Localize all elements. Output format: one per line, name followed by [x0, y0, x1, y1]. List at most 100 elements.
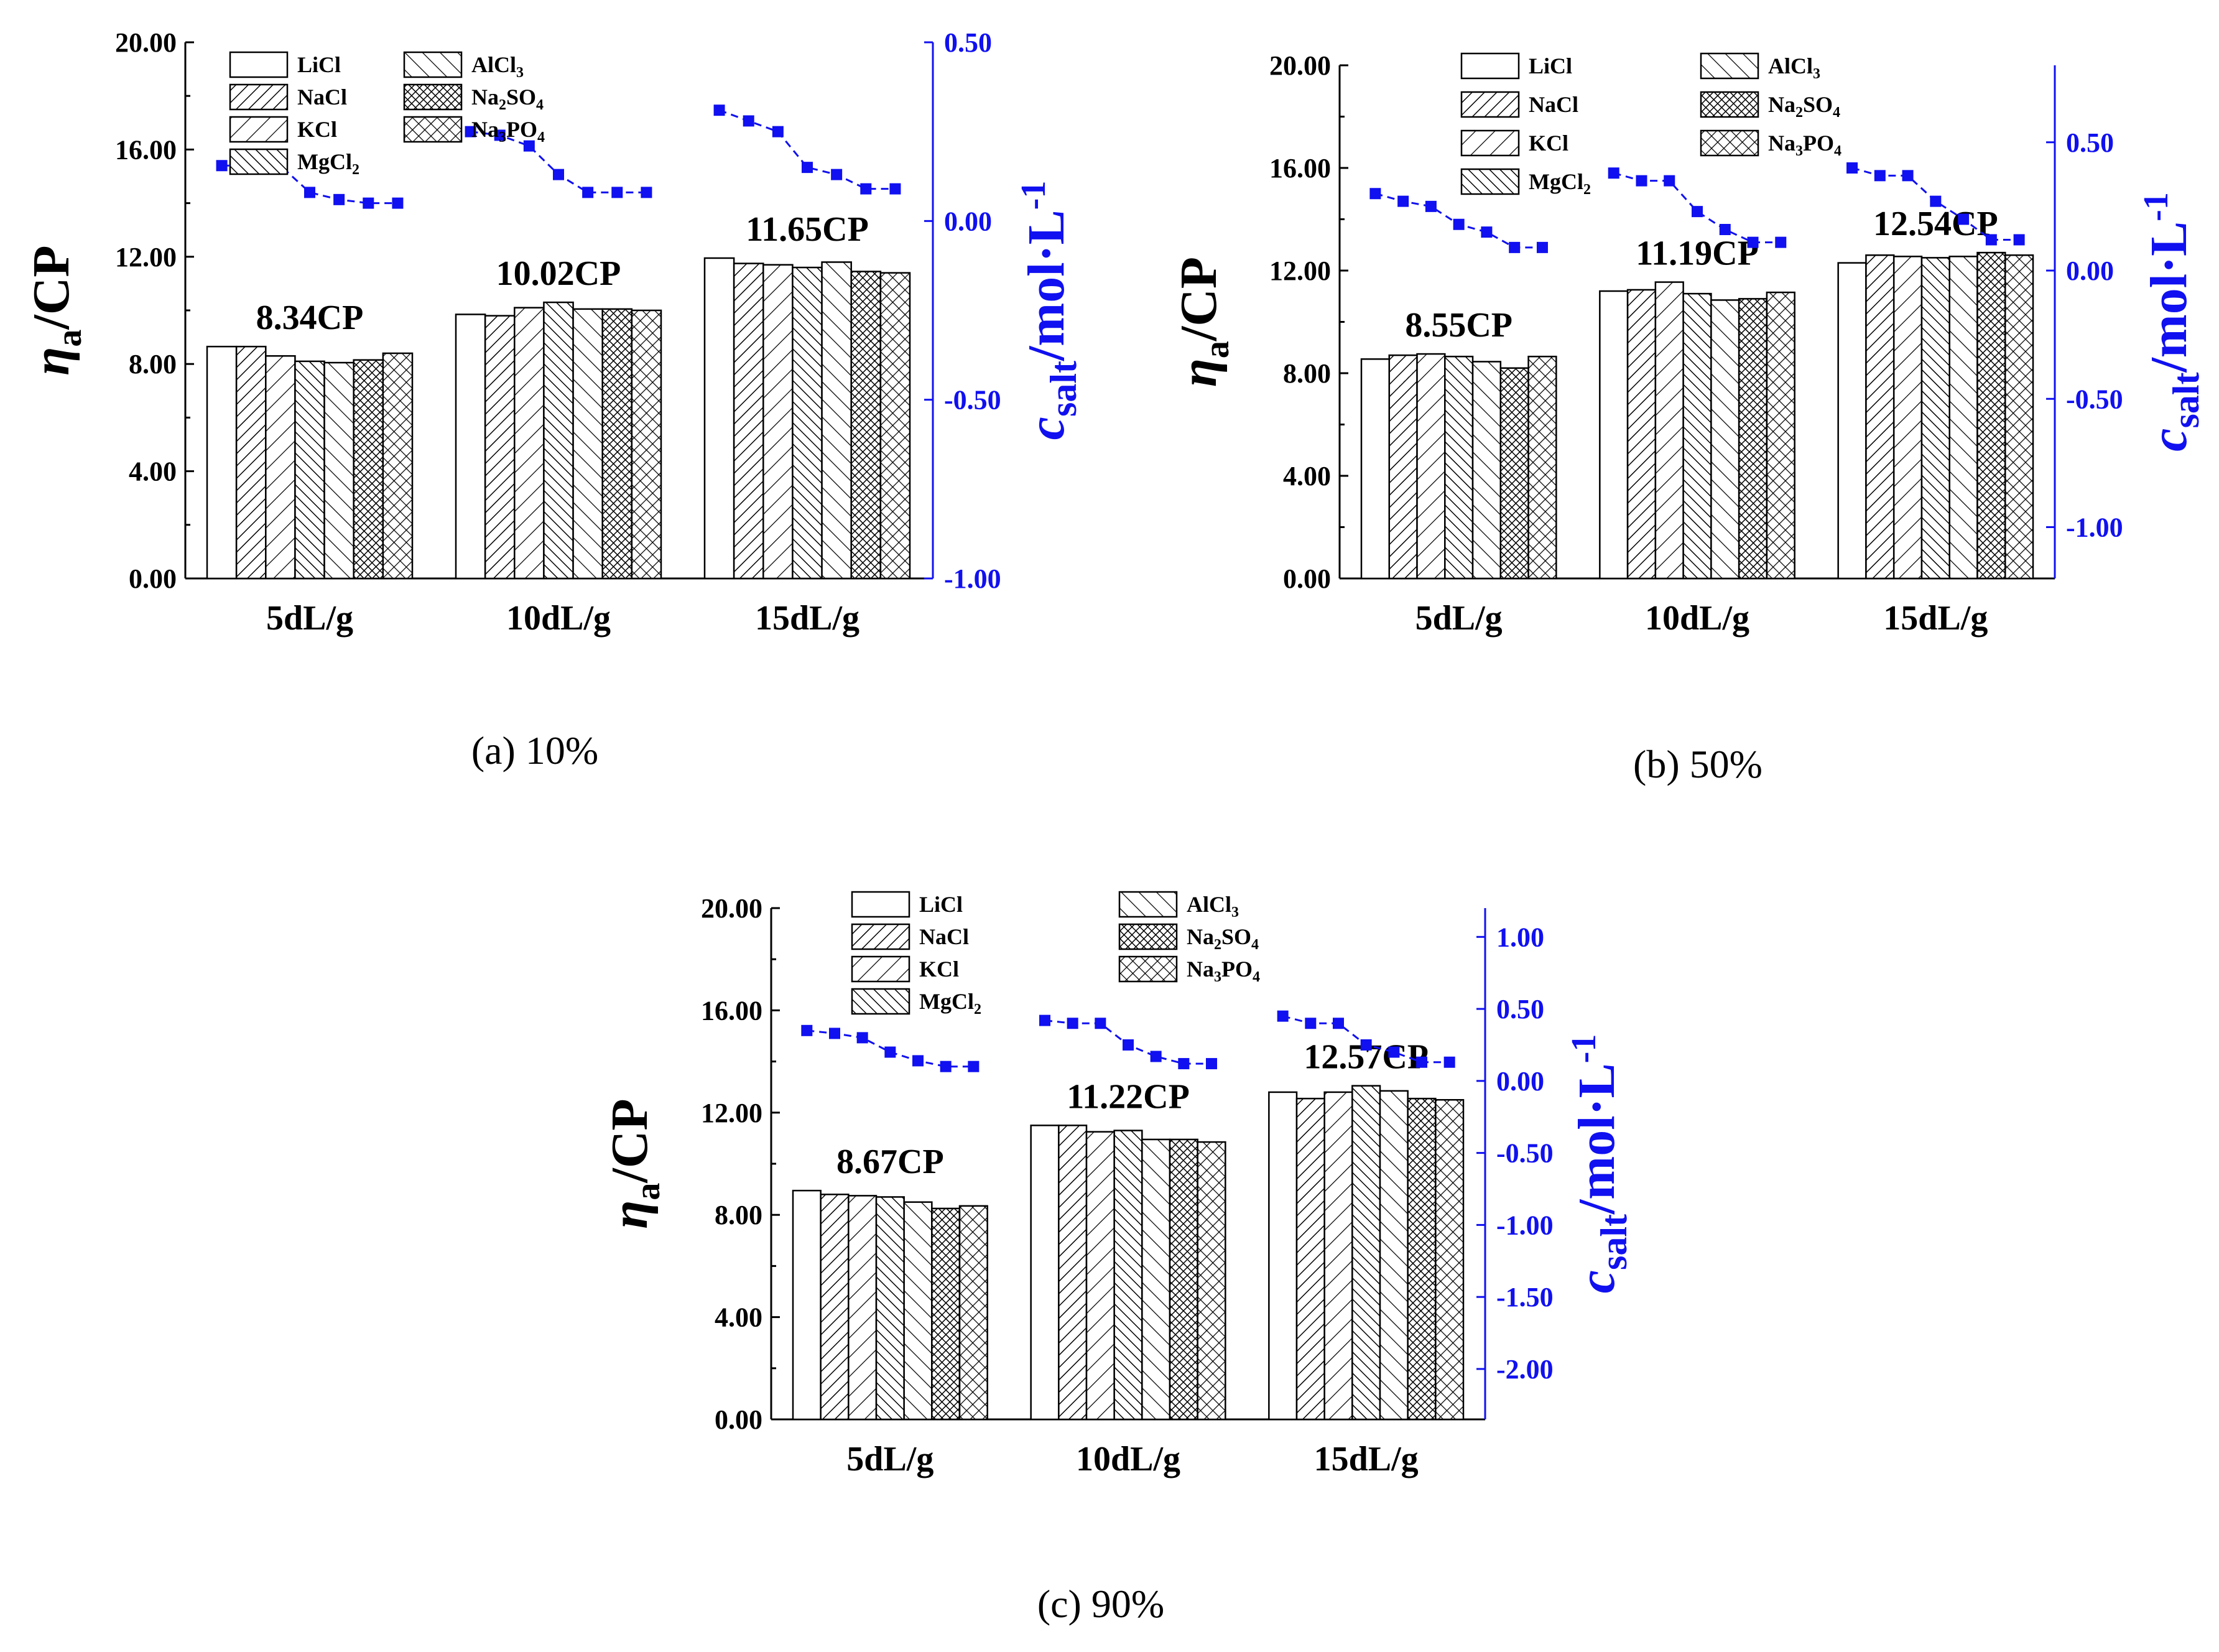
- legend-swatch: [403, 51, 463, 78]
- panel-caption: (b) 50%: [1633, 742, 1763, 786]
- bar-MgCl2-15dL/g: [1920, 257, 1950, 580]
- concentration-point: [363, 197, 374, 209]
- bar-AlCl3-10dL/g: [1141, 1138, 1171, 1421]
- bar-MgCl2-5dL/g: [294, 360, 325, 580]
- bar-LiCl-15dL/g: [703, 257, 735, 580]
- y-tick-label: 20.00: [1269, 50, 1331, 81]
- legend-swatch: [1460, 168, 1520, 195]
- x-category-label: 10dL/g: [1076, 1440, 1180, 1478]
- y-tick-label: 4.00: [715, 1302, 762, 1333]
- bar-Na3PO4-15dL/g: [2004, 254, 2034, 580]
- bar-LiCl-15dL/g: [1268, 1091, 1298, 1421]
- y-tick-label: 16.00: [1269, 153, 1331, 183]
- legend-label: LiCl: [1529, 53, 1572, 78]
- y-tick-label: 4.00: [129, 457, 177, 487]
- concentration-point: [802, 162, 813, 174]
- concentration-point: [1453, 218, 1465, 230]
- bar-KCl-10dL/g: [1654, 281, 1684, 580]
- bar-MgCl2-15dL/g: [792, 266, 823, 580]
- concentration-point: [1747, 236, 1759, 248]
- concentration-point: [1719, 224, 1731, 235]
- legend-label: KCl: [1529, 131, 1568, 155]
- legend-swatch: [1460, 91, 1520, 118]
- concentration-point: [1388, 1046, 1400, 1058]
- y-tick-label: 4.00: [1283, 461, 1331, 491]
- concentration-point: [1902, 170, 1914, 182]
- y2-tick-label: 0.50: [944, 27, 992, 58]
- concentration-point: [801, 1024, 813, 1036]
- bar-Na3PO4-10dL/g: [1197, 1141, 1226, 1421]
- x-category-label: 15dL/g: [1883, 599, 1988, 638]
- legend-swatch: [229, 148, 289, 175]
- bar-NaCl-15dL/g: [1295, 1097, 1325, 1421]
- viscosity-annotation: 10.02CP: [496, 254, 621, 293]
- x-category-label: 15dL/g: [755, 599, 859, 638]
- bar-LiCl-5dL/g: [1360, 358, 1391, 580]
- x-category-label: 15dL/g: [1314, 1440, 1419, 1478]
- bar-LiCl-10dL/g: [455, 313, 486, 580]
- panel-caption: (a) 10%: [471, 728, 598, 773]
- concentration-point: [494, 129, 506, 141]
- viscosity-annotation: 11.65CP: [746, 210, 869, 249]
- concentration-point: [1416, 1056, 1427, 1068]
- y2-tick-label: 0.00: [2066, 256, 2114, 286]
- legend-label: MgCl2: [297, 149, 359, 178]
- y2-tick-label: -0.50: [944, 385, 1001, 415]
- concentration-point: [333, 193, 345, 205]
- y-tick-label: 20.00: [701, 893, 762, 924]
- bar-MgCl2-10dL/g: [1113, 1130, 1143, 1421]
- concentration-point: [611, 187, 623, 198]
- concentration-point: [1333, 1018, 1344, 1029]
- bar-AlCl3-10dL/g: [572, 308, 603, 580]
- legend-swatch: [229, 51, 289, 78]
- bar-Na3PO4-10dL/g: [631, 309, 662, 580]
- bar-KCl-5dL/g: [1416, 353, 1446, 580]
- bar-NaCl-10dL/g: [484, 315, 516, 580]
- bar-Na3PO4-5dL/g: [382, 352, 414, 580]
- legend-swatch: [1118, 891, 1178, 918]
- concentration-point: [1123, 1039, 1134, 1051]
- y-axis-label: ηa/CP: [601, 1098, 667, 1228]
- y2-tick-label: -1.00: [944, 564, 1001, 594]
- chart-panel-c: 0.00 4.00 8.00 12.00 16.00 20.00 -2.00 -1.50 -1.…: [601, 891, 1634, 1626]
- y2-tick-label: 0.00: [1496, 1066, 1544, 1097]
- concentration-point: [860, 183, 872, 195]
- bar-MgCl2-5dL/g: [1444, 355, 1474, 580]
- legend-swatch: [851, 923, 910, 950]
- bar-AlCl3-15dL/g: [1379, 1090, 1409, 1421]
- concentration-point: [1636, 175, 1647, 187]
- y2-axis-label: csalt/mol·L-1: [1565, 1034, 1634, 1294]
- concentration-point: [1178, 1058, 1190, 1070]
- concentration-point: [940, 1060, 952, 1072]
- y-tick-label: 0.00: [715, 1404, 762, 1435]
- legend-label: NaCl: [1529, 92, 1578, 117]
- y-axis-label: ηa/CP: [22, 245, 89, 375]
- legend-swatch: [1460, 52, 1520, 80]
- x-category-label: 10dL/g: [506, 599, 611, 638]
- concentration-point: [392, 197, 404, 209]
- legend-swatch: [851, 891, 910, 918]
- legend-swatch: [1118, 923, 1178, 950]
- y2-tick-label: -1.50: [1496, 1282, 1554, 1312]
- concentration-point: [829, 1028, 840, 1039]
- concentration-point: [1397, 195, 1409, 207]
- legend-swatch: [1700, 91, 1759, 118]
- concentration-point: [713, 104, 725, 116]
- legend-swatch: [403, 83, 463, 111]
- bar-Na2SO4-15dL/g: [1976, 251, 2006, 580]
- bar-MgCl2-5dL/g: [875, 1196, 905, 1421]
- bar-Na2SO4-10dL/g: [1169, 1138, 1198, 1421]
- concentration-point: [831, 169, 843, 180]
- concentration-point: [1985, 234, 1997, 246]
- concentration-point: [1930, 195, 1942, 207]
- y-tick-label: 8.00: [129, 349, 177, 379]
- legend-label: Na2SO4: [1768, 92, 1840, 121]
- viscosity-annotation: 8.34CP: [256, 299, 364, 337]
- bar-AlCl3-5dL/g: [323, 361, 354, 580]
- concentration-point: [1775, 236, 1787, 248]
- concentration-point: [1067, 1018, 1078, 1029]
- panel-caption: (c) 90%: [1037, 1582, 1164, 1626]
- legend-swatch: [851, 955, 910, 983]
- y2-tick-label: -1.00: [2066, 513, 2123, 543]
- concentration-point: [1664, 175, 1675, 187]
